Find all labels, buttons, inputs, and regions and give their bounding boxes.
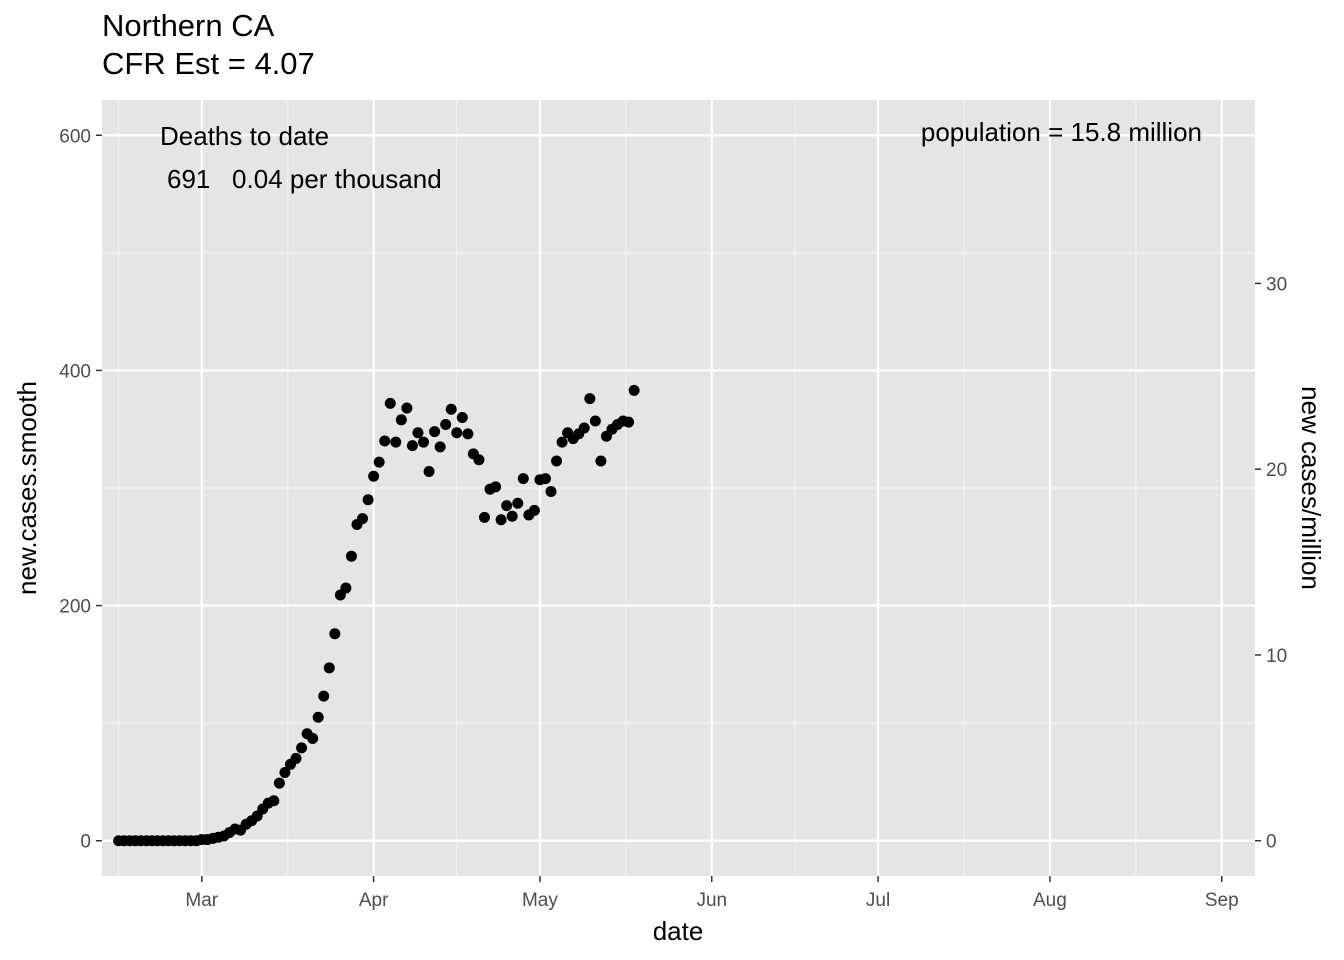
x-tick-label: May: [522, 890, 558, 911]
data-point: [390, 436, 402, 448]
data-point: [296, 742, 308, 754]
data-point: [279, 767, 291, 779]
x-tick-label: Aug: [1033, 890, 1067, 911]
data-point: [307, 732, 319, 744]
data-point: [440, 419, 452, 431]
data-point: [556, 436, 568, 448]
data-point: [273, 777, 285, 789]
data-point: [528, 504, 540, 516]
minor-gridlines: [102, 100, 1255, 876]
data-point: [623, 416, 635, 428]
data-point: [268, 795, 280, 807]
y-tick-label: 0: [80, 832, 91, 853]
data-point: [595, 455, 607, 467]
data-point: [373, 456, 385, 468]
data-point: [384, 397, 396, 409]
data-point: [539, 473, 551, 485]
data-point: [551, 455, 563, 467]
data-point: [418, 436, 430, 448]
x-tick-label: Sep: [1205, 890, 1239, 911]
y2-tick-label: 20: [1266, 460, 1287, 481]
data-point: [406, 440, 418, 452]
data-point: [362, 494, 374, 506]
data-point: [451, 427, 463, 439]
chart-title: Northern CA: [102, 8, 275, 43]
data-point: [312, 711, 324, 723]
x-tick-label: Mar: [185, 890, 218, 911]
data-point: [434, 441, 446, 453]
data-points: [113, 384, 640, 847]
data-point: [628, 384, 640, 396]
data-point: [490, 481, 502, 493]
data-point: [423, 466, 435, 478]
x-tick-label: Apr: [359, 890, 389, 911]
data-point: [589, 415, 601, 427]
y-axis-title: new.cases.smooth: [12, 381, 42, 595]
x-tick-label: Jul: [866, 890, 890, 911]
data-point: [495, 514, 507, 526]
y2-tick-label: 30: [1266, 274, 1287, 295]
data-point: [395, 414, 407, 426]
data-point: [445, 403, 457, 415]
data-point: [584, 393, 596, 405]
data-point: [340, 582, 352, 594]
data-point: [323, 662, 335, 674]
deaths-title-annotation: Deaths to date: [160, 121, 329, 151]
y-tick-label: 600: [59, 126, 91, 147]
data-point: [545, 486, 557, 498]
data-point: [462, 428, 474, 440]
y-axis-left: 0 200 400 600: [59, 126, 102, 853]
data-point: [412, 427, 424, 439]
data-point: [512, 497, 524, 509]
y2-axis-title: new cases/million: [1296, 386, 1326, 590]
data-point: [517, 473, 529, 485]
population-annotation: population = 15.8 million: [921, 117, 1202, 147]
y-tick-label: 200: [59, 597, 91, 618]
data-point: [473, 454, 485, 466]
y2-tick-label: 0: [1266, 832, 1277, 853]
deaths-value-annotation: 691 0.04 per thousand: [167, 164, 442, 194]
data-point: [429, 426, 441, 438]
y-tick-label: 400: [59, 361, 91, 382]
data-point: [345, 550, 357, 562]
data-point: [478, 511, 490, 523]
major-gridlines: [102, 100, 1255, 876]
x-tick-label: Jun: [696, 890, 727, 911]
data-point: [501, 500, 513, 512]
data-point: [578, 422, 590, 434]
data-point: [357, 513, 369, 525]
data-point: [290, 752, 302, 764]
chart-subtitle: CFR Est = 4.07: [102, 46, 315, 81]
x-axis-title: date: [653, 916, 704, 946]
data-point: [401, 402, 413, 414]
data-point: [379, 435, 391, 447]
data-point: [329, 628, 341, 640]
y-axis-right: 0 10 20 30: [1255, 274, 1287, 853]
data-point: [506, 510, 518, 522]
data-point: [318, 690, 330, 702]
x-axis: Mar Apr May Jun Jul Aug Sep: [185, 876, 1239, 911]
y2-tick-label: 10: [1266, 646, 1287, 667]
data-point: [368, 470, 380, 482]
data-point: [456, 411, 468, 423]
